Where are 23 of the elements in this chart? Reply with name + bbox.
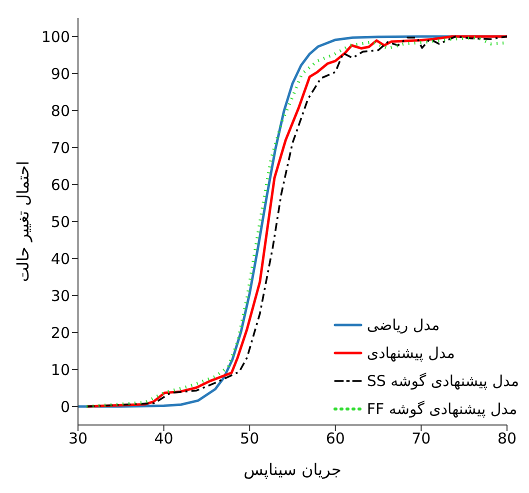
y-tick-label: 90: [50, 64, 70, 83]
y-tick-label: 80: [50, 102, 70, 120]
x-tick-label: 70: [412, 430, 431, 448]
x-tick-label: 50: [240, 430, 260, 448]
y-tick-label: 10: [50, 360, 70, 379]
x-tick-label: 80: [497, 430, 517, 448]
y-tick-label: 60: [50, 176, 70, 194]
legend-label: مدل پیشنهادی گوشه FF: [366, 400, 518, 418]
legend-label: مدل ریاضی: [366, 316, 440, 334]
y-tick-label: 20: [50, 324, 70, 342]
y-tick-label: 0: [60, 398, 70, 416]
y-tick-label: 50: [50, 212, 70, 231]
y-tick-label: 70: [50, 138, 70, 157]
y-axis-title: احتمال تغییر حالت: [14, 160, 33, 282]
x-tick-label: 60: [326, 430, 345, 448]
y-tick-label: 40: [50, 250, 70, 268]
x-axis-title: جریان سیناپس: [244, 460, 342, 479]
y-tick-label: 30: [50, 286, 70, 305]
legend-label: مدل پیشنهادی گوشه SS: [366, 372, 519, 390]
x-tick-label: 40: [154, 430, 174, 448]
x-tick-label: 30: [68, 430, 88, 448]
legend-label: مدل پیشنهادی: [366, 344, 455, 362]
y-tick-label: 100: [41, 28, 70, 46]
